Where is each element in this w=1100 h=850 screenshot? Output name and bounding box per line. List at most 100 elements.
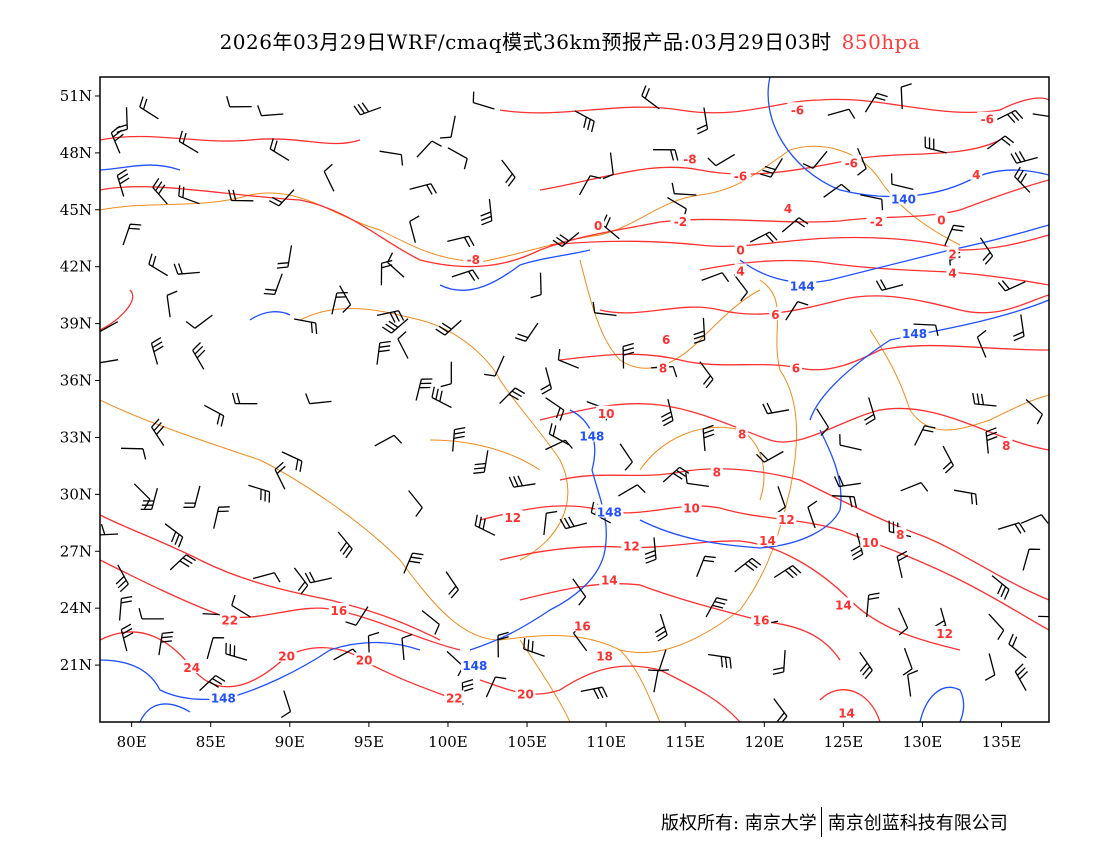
wind-barb [1020, 514, 1049, 524]
temperature-label: 6 [662, 333, 670, 347]
temperature-label: -8 [683, 153, 696, 167]
wind-barb [914, 425, 936, 446]
wind-barb [660, 398, 674, 427]
wind-barb [705, 597, 728, 618]
wind-barb [452, 426, 466, 452]
wind-barb [152, 177, 168, 205]
temperature-label-bg [181, 659, 202, 673]
map-frame [99, 76, 1050, 723]
height-label: 148 [597, 505, 622, 519]
wind-barb [816, 408, 830, 436]
footer-divider [820, 807, 822, 837]
temperature-label-bg [219, 612, 240, 626]
wind-barb [702, 424, 715, 452]
temperature-label: -8 [467, 253, 480, 267]
temperature-label-bg [328, 603, 349, 617]
wind-barb [685, 472, 709, 488]
height-label-bg [788, 278, 817, 292]
temperature-label: -6 [791, 103, 804, 117]
wind-barb [781, 217, 809, 233]
wind-barb [756, 450, 784, 463]
wind-barb [248, 484, 271, 503]
wind-barb [898, 607, 909, 636]
wind-barb [654, 613, 668, 642]
wind-barb [203, 404, 225, 427]
wind-barb [619, 443, 633, 471]
wind-barb [987, 135, 1015, 150]
wind-barb [447, 147, 468, 170]
company-name: 南京创蓝科技有限公司 [827, 813, 1008, 834]
wind-barb [653, 669, 669, 693]
wind-barb [864, 92, 888, 113]
wind-barb [415, 378, 433, 401]
temperature-label: 10 [862, 536, 879, 550]
wind-barb [381, 318, 409, 334]
temperature-label-bg [657, 360, 670, 374]
wind-barb [644, 537, 657, 564]
wind-barb [602, 152, 614, 180]
wind-barb [451, 269, 480, 281]
wind-barb [590, 501, 612, 524]
wind-barb [268, 189, 295, 207]
wind-barb [445, 571, 459, 599]
wind-barb [601, 214, 620, 240]
wind-barb [226, 96, 252, 108]
temperature-label-bg [594, 648, 615, 662]
lat-tick-label: 48N [60, 144, 92, 162]
wind-barb [850, 532, 864, 561]
wind-barb [749, 231, 778, 243]
wind-barb [896, 550, 909, 579]
temperature-label-bg [734, 242, 747, 256]
wind-barb [118, 595, 133, 621]
lat-tick-label: 39N [60, 315, 92, 333]
wind-barb [353, 102, 382, 116]
wind-barb [440, 361, 452, 388]
wind-barb [416, 140, 442, 158]
temperature-label: 12 [504, 511, 521, 525]
height-label-bg [889, 191, 918, 205]
wind-barb [827, 108, 856, 119]
wind-barb [699, 361, 714, 389]
wind-barb [409, 215, 420, 243]
temperature-label: 16 [574, 619, 591, 633]
temperature-label: 14 [835, 598, 852, 612]
lon-tick-label: 125E [824, 733, 864, 751]
wind-barb [773, 565, 802, 579]
temperature-label: 8 [713, 466, 721, 480]
temperature-label-bg [502, 510, 523, 524]
temperature-label: 4 [784, 202, 792, 216]
wind-barb [860, 194, 884, 211]
wind-barb [164, 523, 184, 548]
wind-barb [337, 531, 353, 559]
wind-barb [859, 651, 873, 680]
wind-barb [760, 158, 783, 178]
wind-barb [304, 571, 332, 584]
wind-barb [900, 481, 929, 492]
lat-tick-label: 36N [60, 372, 92, 390]
wind-barb [548, 423, 569, 446]
wind-barb [497, 631, 509, 658]
temperature-label: 14 [838, 707, 855, 721]
temperature-label-bg [679, 151, 700, 165]
wind-barb [979, 237, 994, 265]
wind-barb [543, 510, 558, 536]
wind-barb [100, 321, 119, 333]
wind-barb [991, 575, 1010, 600]
wind-barb [944, 224, 965, 246]
lat-tick-label: 30N [60, 485, 92, 503]
wind-barb [618, 484, 646, 497]
wind-barb [857, 147, 867, 176]
wind-barb [785, 300, 809, 321]
lon-tick-label: 100E [428, 733, 468, 751]
temperature-label-bg [736, 426, 749, 440]
wind-barb [409, 183, 437, 195]
wind-barb [138, 608, 164, 620]
wind-barb [807, 500, 818, 529]
wind-barb [864, 397, 876, 426]
lon-tick-label: 85E [196, 733, 226, 751]
lat-tick-label: 45N [60, 201, 92, 219]
wind-barb [140, 488, 159, 511]
wind-barb [592, 301, 617, 317]
wind-barb [484, 355, 505, 377]
temperature-label: 0 [594, 219, 602, 233]
